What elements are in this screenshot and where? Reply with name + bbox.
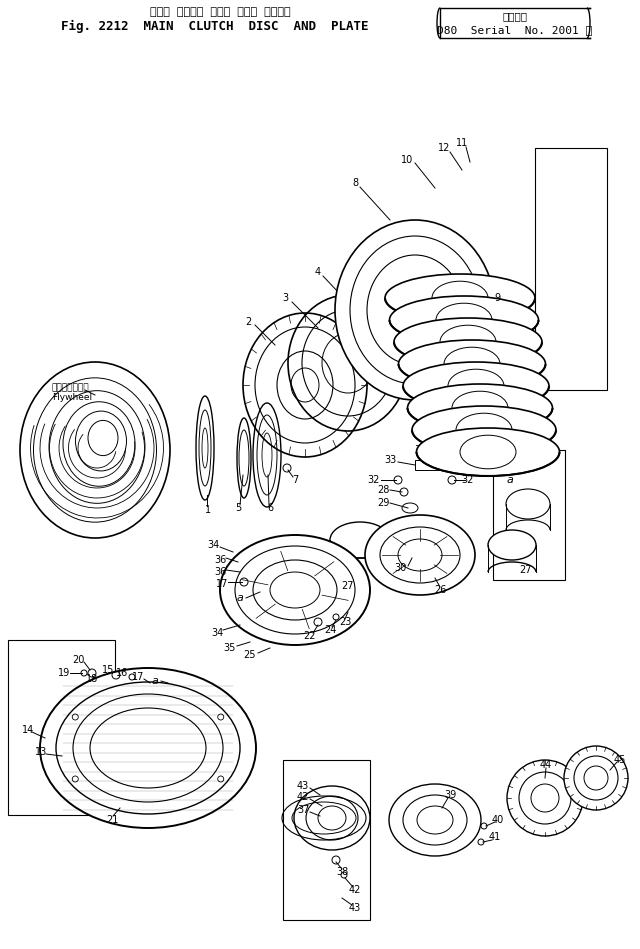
Ellipse shape xyxy=(408,384,552,432)
Text: 28: 28 xyxy=(377,485,389,495)
Ellipse shape xyxy=(335,220,495,400)
Ellipse shape xyxy=(380,527,460,583)
Text: 33: 33 xyxy=(384,455,396,465)
Text: 3: 3 xyxy=(282,293,288,303)
Text: 22: 22 xyxy=(304,631,316,641)
Text: a: a xyxy=(237,593,243,603)
Text: 17: 17 xyxy=(216,579,228,589)
Text: 11: 11 xyxy=(456,138,468,148)
Ellipse shape xyxy=(444,347,500,381)
Ellipse shape xyxy=(330,522,390,558)
Text: 2: 2 xyxy=(245,317,251,327)
Text: 18: 18 xyxy=(86,674,98,684)
Ellipse shape xyxy=(448,369,504,402)
Ellipse shape xyxy=(456,413,512,447)
Text: 21: 21 xyxy=(106,815,118,825)
Polygon shape xyxy=(493,450,565,580)
Ellipse shape xyxy=(220,535,370,645)
Ellipse shape xyxy=(390,296,538,344)
Text: Fig. 2212  MAIN  CLUTCH  DISC  AND  PLATE: Fig. 2212 MAIN CLUTCH DISC AND PLATE xyxy=(61,20,369,32)
Text: 16: 16 xyxy=(116,668,128,678)
Text: 5: 5 xyxy=(235,503,241,513)
Text: a: a xyxy=(152,676,159,686)
Text: 30: 30 xyxy=(394,563,406,573)
Text: 41: 41 xyxy=(489,832,501,842)
Text: 17: 17 xyxy=(132,672,144,682)
Ellipse shape xyxy=(488,530,536,560)
Text: a: a xyxy=(507,475,513,485)
Ellipse shape xyxy=(398,539,442,571)
Text: 39: 39 xyxy=(444,790,456,800)
Circle shape xyxy=(507,760,583,836)
Ellipse shape xyxy=(412,406,556,454)
Ellipse shape xyxy=(394,318,542,366)
Text: 27: 27 xyxy=(342,581,355,591)
Ellipse shape xyxy=(440,326,496,359)
Text: 適用号機: 適用号機 xyxy=(502,11,527,21)
Ellipse shape xyxy=(452,391,508,425)
Text: 43: 43 xyxy=(297,781,309,791)
Text: 8: 8 xyxy=(352,178,358,188)
Ellipse shape xyxy=(399,340,545,388)
Ellipse shape xyxy=(417,428,559,476)
Text: 12: 12 xyxy=(438,143,450,153)
Text: 10: 10 xyxy=(401,155,413,165)
Ellipse shape xyxy=(389,784,481,856)
Ellipse shape xyxy=(365,515,475,595)
Text: 38: 38 xyxy=(336,867,348,877)
Text: 42: 42 xyxy=(349,885,361,895)
Ellipse shape xyxy=(432,281,488,315)
Text: 40: 40 xyxy=(492,815,504,825)
Text: 43: 43 xyxy=(349,903,361,913)
Ellipse shape xyxy=(460,436,516,469)
Text: 14: 14 xyxy=(22,725,35,735)
Text: 26: 26 xyxy=(434,585,446,595)
Text: 34: 34 xyxy=(211,628,223,638)
Text: 27: 27 xyxy=(519,565,531,575)
Text: 7: 7 xyxy=(292,475,298,485)
Text: 23: 23 xyxy=(339,617,351,627)
Text: フライホイール: フライホイール xyxy=(52,383,90,393)
Text: 44: 44 xyxy=(540,760,552,770)
Text: 29: 29 xyxy=(377,498,389,508)
Text: 37: 37 xyxy=(297,805,309,815)
Text: 42: 42 xyxy=(297,792,309,802)
Text: 32: 32 xyxy=(462,475,474,485)
Text: 9: 9 xyxy=(494,293,500,303)
Text: 1: 1 xyxy=(205,505,211,515)
Text: 25: 25 xyxy=(244,650,256,660)
Ellipse shape xyxy=(385,274,535,322)
Polygon shape xyxy=(283,760,370,920)
Text: 4: 4 xyxy=(315,267,321,277)
Bar xyxy=(116,798,130,806)
Text: 32: 32 xyxy=(368,475,380,485)
Text: メイン  クラッチ  デスク  および  プレート: メイン クラッチ デスク および プレート xyxy=(150,7,291,17)
Ellipse shape xyxy=(506,489,550,519)
Text: 36: 36 xyxy=(214,567,226,577)
Ellipse shape xyxy=(403,362,549,410)
Text: 31: 31 xyxy=(414,445,426,455)
Text: 24: 24 xyxy=(324,625,336,635)
Text: 36: 36 xyxy=(214,555,226,565)
Ellipse shape xyxy=(436,303,492,337)
Text: 6: 6 xyxy=(267,503,273,513)
Text: 13: 13 xyxy=(35,747,47,757)
Text: D80  Serial  No. 2001 ～: D80 Serial No. 2001 ～ xyxy=(437,25,593,35)
Text: Flywheel: Flywheel xyxy=(52,394,92,402)
Polygon shape xyxy=(8,640,115,815)
Text: 45: 45 xyxy=(614,755,626,765)
Bar xyxy=(415,460,447,470)
Ellipse shape xyxy=(294,786,370,850)
Circle shape xyxy=(564,746,628,810)
Text: 34: 34 xyxy=(207,540,219,550)
Polygon shape xyxy=(535,148,607,390)
Ellipse shape xyxy=(40,668,256,828)
Text: 15: 15 xyxy=(102,665,114,675)
Text: 19: 19 xyxy=(58,668,70,678)
Text: 35: 35 xyxy=(224,643,236,653)
Text: 20: 20 xyxy=(72,655,84,665)
